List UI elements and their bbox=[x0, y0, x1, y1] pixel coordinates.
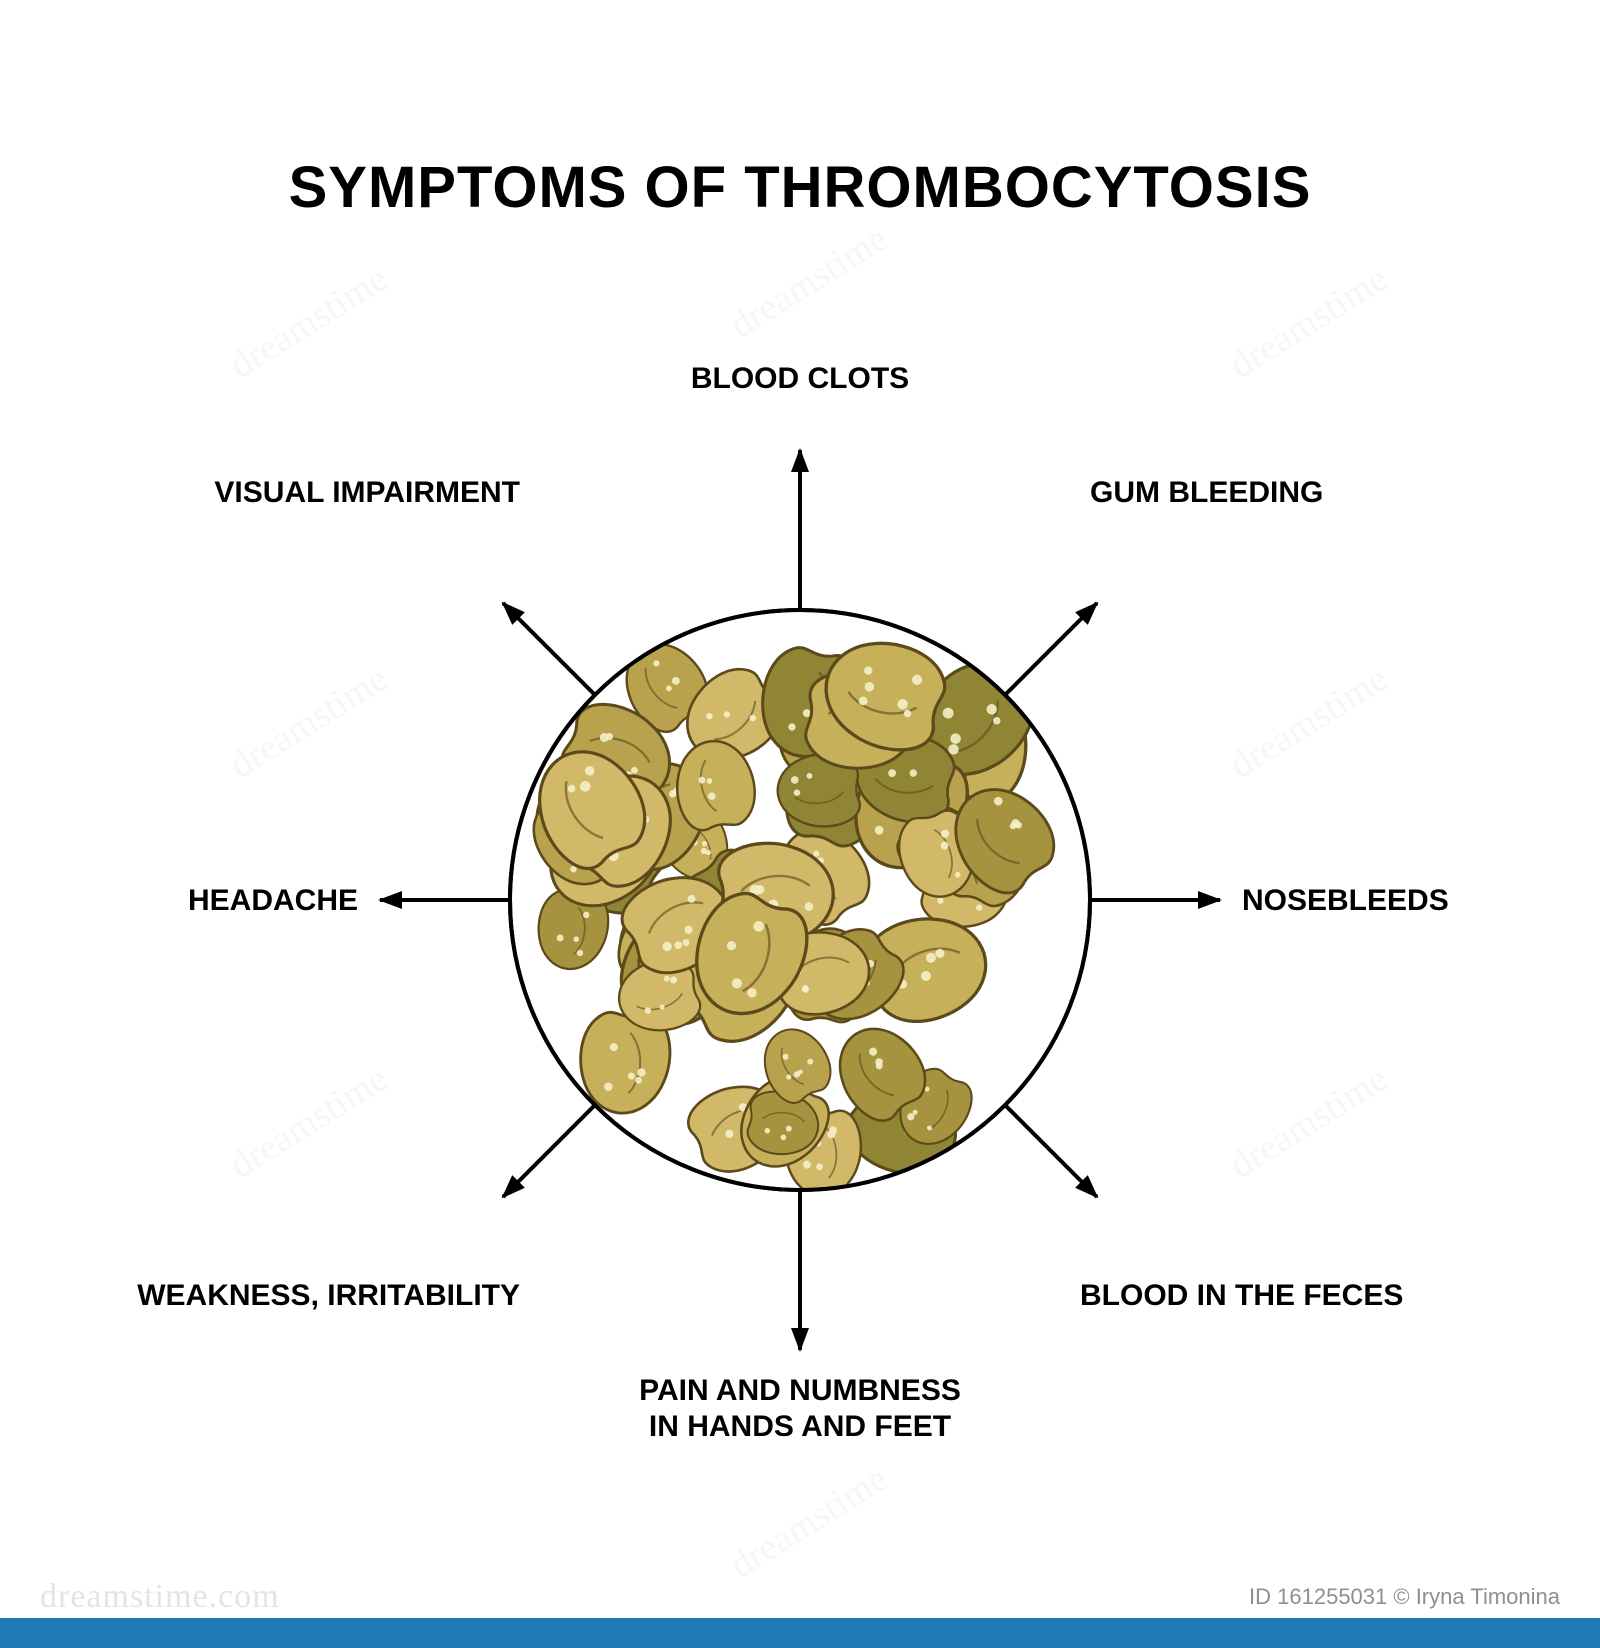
label-weakness: WEAKNESS, IRRITABILITY bbox=[137, 1279, 520, 1312]
arrow-visual bbox=[503, 603, 595, 695]
footer-bar bbox=[0, 1618, 1600, 1648]
platelet-circle bbox=[510, 610, 1090, 1196]
diagram-svg: BLOOD CLOTS GUM BLEEDING NOSEBLEEDS BLOOD I… bbox=[0, 0, 1600, 1648]
label-blood-feces: BLOOD IN THE FECES bbox=[1080, 1279, 1403, 1312]
arrow-gum-bleeding bbox=[1005, 603, 1097, 695]
radial-diagram: BLOOD CLOTS GUM BLEEDING NOSEBLEEDS BLOOD I… bbox=[0, 0, 1600, 1648]
watermark-text: dreamstime.com bbox=[40, 1578, 280, 1616]
label-visual: VISUAL IMPAIRMENT bbox=[214, 476, 520, 509]
arrow-weakness bbox=[503, 1105, 595, 1197]
label-pain-numbness: PAIN AND NUMBNESSIN HANDS AND FEET bbox=[639, 1374, 961, 1443]
label-headache: HEADACHE bbox=[188, 884, 358, 917]
label-nosebleeds: NOSEBLEEDS bbox=[1242, 884, 1449, 917]
arrow-blood-feces bbox=[1005, 1105, 1097, 1197]
label-gum-bleeding: GUM BLEEDING bbox=[1090, 476, 1323, 509]
label-blood-clots: BLOOD CLOTS bbox=[691, 362, 909, 395]
credit-text: ID 161255031 © Iryna Timonina bbox=[1249, 1584, 1560, 1610]
